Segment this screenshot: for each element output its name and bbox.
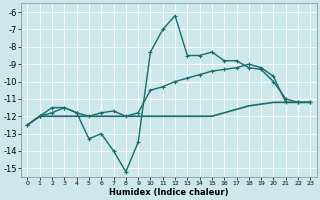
X-axis label: Humidex (Indice chaleur): Humidex (Indice chaleur) <box>109 188 229 197</box>
